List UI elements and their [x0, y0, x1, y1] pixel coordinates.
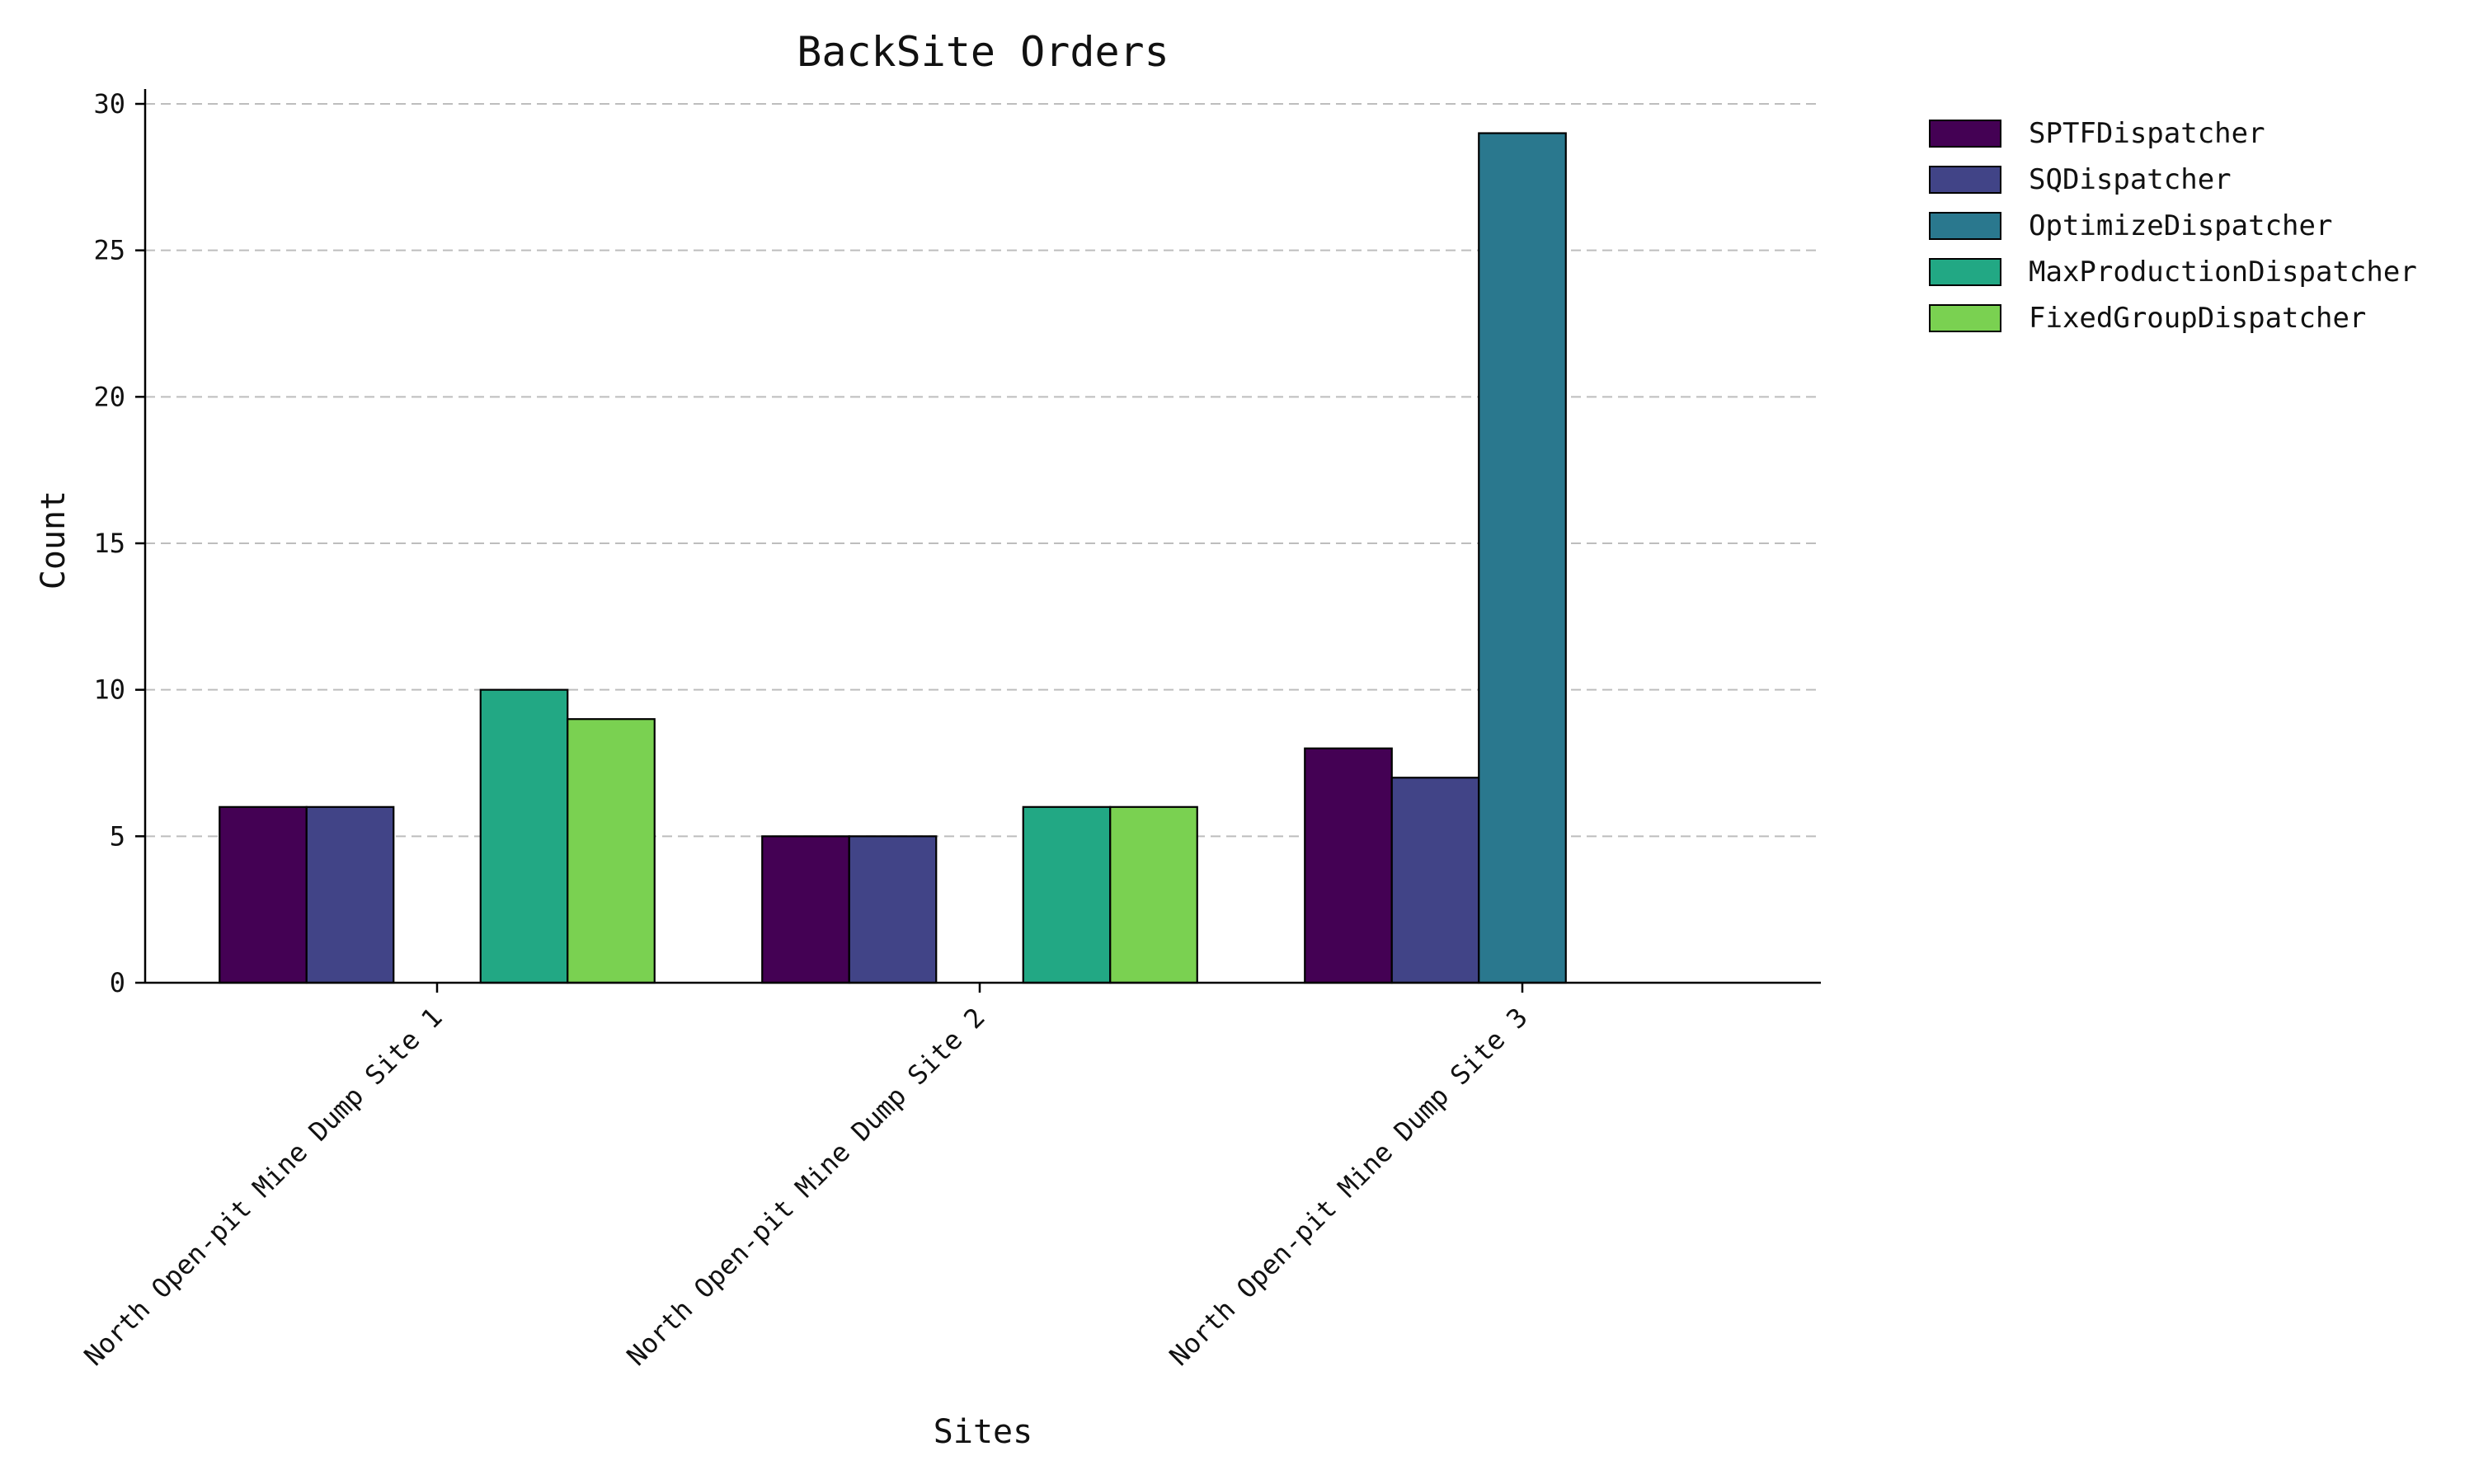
bar-maxproductiondispatcher-site-1 [479, 688, 569, 984]
legend-swatch [1929, 258, 2001, 286]
x-tick-label: North Open-pit Mine Dump Site 1 [78, 1002, 448, 1372]
bar-sqdispatcher-site-2 [848, 835, 938, 984]
legend-label: SPTFDispatcher [2029, 117, 2265, 150]
bar-fixedgroupdispatcher-site-2 [1109, 805, 1198, 984]
legend-swatch [1929, 304, 2001, 332]
bars-layer [219, 132, 1567, 984]
legend-item: MaxProductionDispatcher [1929, 256, 2417, 289]
legend-label: FixedGroupDispatcher [2029, 302, 2366, 335]
y-tick-label: 10 [93, 674, 125, 706]
x-tick-label: North Open-pit Mine Dump Site 2 [620, 1002, 990, 1372]
bar-sqdispatcher-site-1 [305, 805, 395, 984]
legend-label: MaxProductionDispatcher [2029, 256, 2417, 289]
axes-layer [143, 89, 1821, 984]
bar-sptfdispatcher-site-3 [1304, 747, 1393, 984]
x-axis-label: Sites [934, 1413, 1032, 1451]
chart-title: BackSite Orders [797, 28, 1169, 76]
bar-maxproductiondispatcher-site-2 [1022, 805, 1112, 984]
y-tick-label: 20 [93, 381, 125, 412]
legend-item: OptimizeDispatcher [1929, 209, 2332, 242]
legend: SPTFDispatcher SQDispatcher OptimizeDispat… [1929, 117, 2417, 335]
bar-sqdispatcher-site-3 [1390, 777, 1480, 984]
y-tick-label: 0 [110, 967, 125, 998]
legend-item: SQDispatcher [1929, 163, 2232, 196]
bar-fixedgroupdispatcher-site-1 [567, 718, 656, 984]
legend-label: SQDispatcher [2029, 163, 2232, 196]
legend-swatch [1929, 120, 2001, 148]
grid-layer [145, 103, 1821, 838]
legend-label: OptimizeDispatcher [2029, 209, 2332, 242]
x-ticks-layer: North Open-pit Mine Dump Site 1 North Ope… [78, 983, 1534, 1372]
x-tick-label: North Open-pit Mine Dump Site 3 [1163, 1002, 1533, 1372]
legend-item: SPTFDispatcher [1929, 117, 2265, 150]
y-ticks-layer: 0 5 10 15 20 25 30 [93, 88, 145, 998]
y-tick-label: 15 [93, 528, 125, 559]
bar-sptfdispatcher-site-2 [761, 835, 850, 984]
y-tick-label: 5 [110, 820, 125, 852]
y-axis-label: Count [35, 491, 73, 589]
bar-optimizedispatcher-site-3 [1478, 132, 1567, 984]
y-tick-label: 25 [93, 235, 125, 266]
legend-item: FixedGroupDispatcher [1929, 302, 2366, 335]
bar-sptfdispatcher-site-1 [219, 805, 308, 984]
legend-swatch [1929, 212, 2001, 240]
y-tick-label: 30 [93, 88, 125, 120]
legend-swatch [1929, 166, 2001, 194]
